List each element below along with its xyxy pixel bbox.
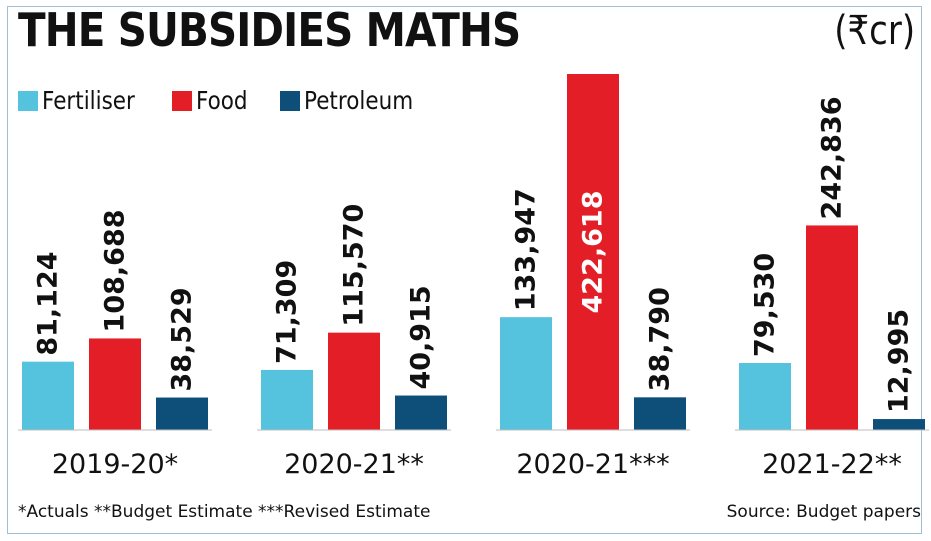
unit-label: (₹cr) (834, 8, 915, 54)
data-label-petroleum-2020-21: 40,915 (406, 285, 437, 389)
data-label-food-2019-20: 108,688 (100, 209, 131, 332)
data-label-petroleum-2020-21: 38,790 (645, 287, 676, 391)
category-label-2020-21: 2020-21*** (516, 449, 669, 480)
bar-petroleum-2021-22 (873, 419, 925, 430)
legend-swatch-fertiliser (18, 91, 38, 111)
bar-fertiliser-2021-22 (739, 363, 791, 430)
infographic-frame (7, 6, 922, 534)
bar-food-2020-21 (328, 332, 380, 430)
data-label-food-2020-21: 115,570 (339, 204, 370, 327)
legend-label-fertiliser: Fertiliser (42, 86, 135, 115)
data-label-fertiliser-2019-20: 81,124 (33, 251, 64, 355)
legend-swatch-food (172, 91, 192, 111)
legend-label-food: Food (196, 86, 248, 115)
data-label-fertiliser-2020-21: 133,947 (511, 188, 542, 311)
category-label-2020-21: 2020-21** (284, 449, 424, 480)
footnote-estimates: *Actuals **Budget Estimate ***Revised Es… (18, 502, 431, 522)
data-label-fertiliser-2021-22: 79,530 (750, 253, 781, 357)
bar-food-2021-22 (806, 225, 858, 430)
legend-swatch-petroleum (280, 91, 300, 111)
data-label-food-2020-21: 422,618 (578, 191, 609, 314)
chart-title: THE SUBSIDIES MATHS (18, 3, 521, 57)
bar-fertiliser-2019-20 (22, 361, 74, 430)
bar-petroleum-2020-21 (634, 397, 686, 430)
bar-petroleum-2020-21 (395, 395, 447, 430)
bar-food-2019-20 (89, 338, 141, 430)
bar-fertiliser-2020-21 (500, 317, 552, 430)
legend-label-petroleum: Petroleum (304, 86, 414, 115)
data-label-fertiliser-2020-21: 71,309 (272, 260, 303, 364)
source-note: Source: Budget papers (726, 502, 921, 522)
data-label-food-2021-22: 242,836 (817, 96, 848, 219)
data-label-petroleum-2019-20: 38,529 (167, 287, 198, 391)
bar-fertiliser-2020-21 (261, 369, 313, 430)
bar-petroleum-2019-20 (156, 397, 208, 430)
data-label-petroleum-2021-22: 12,995 (884, 309, 915, 413)
category-label-2021-22: 2021-22** (762, 449, 902, 480)
category-label-2019-20: 2019-20* (52, 449, 178, 480)
bar-food-2020-21 (567, 74, 619, 430)
